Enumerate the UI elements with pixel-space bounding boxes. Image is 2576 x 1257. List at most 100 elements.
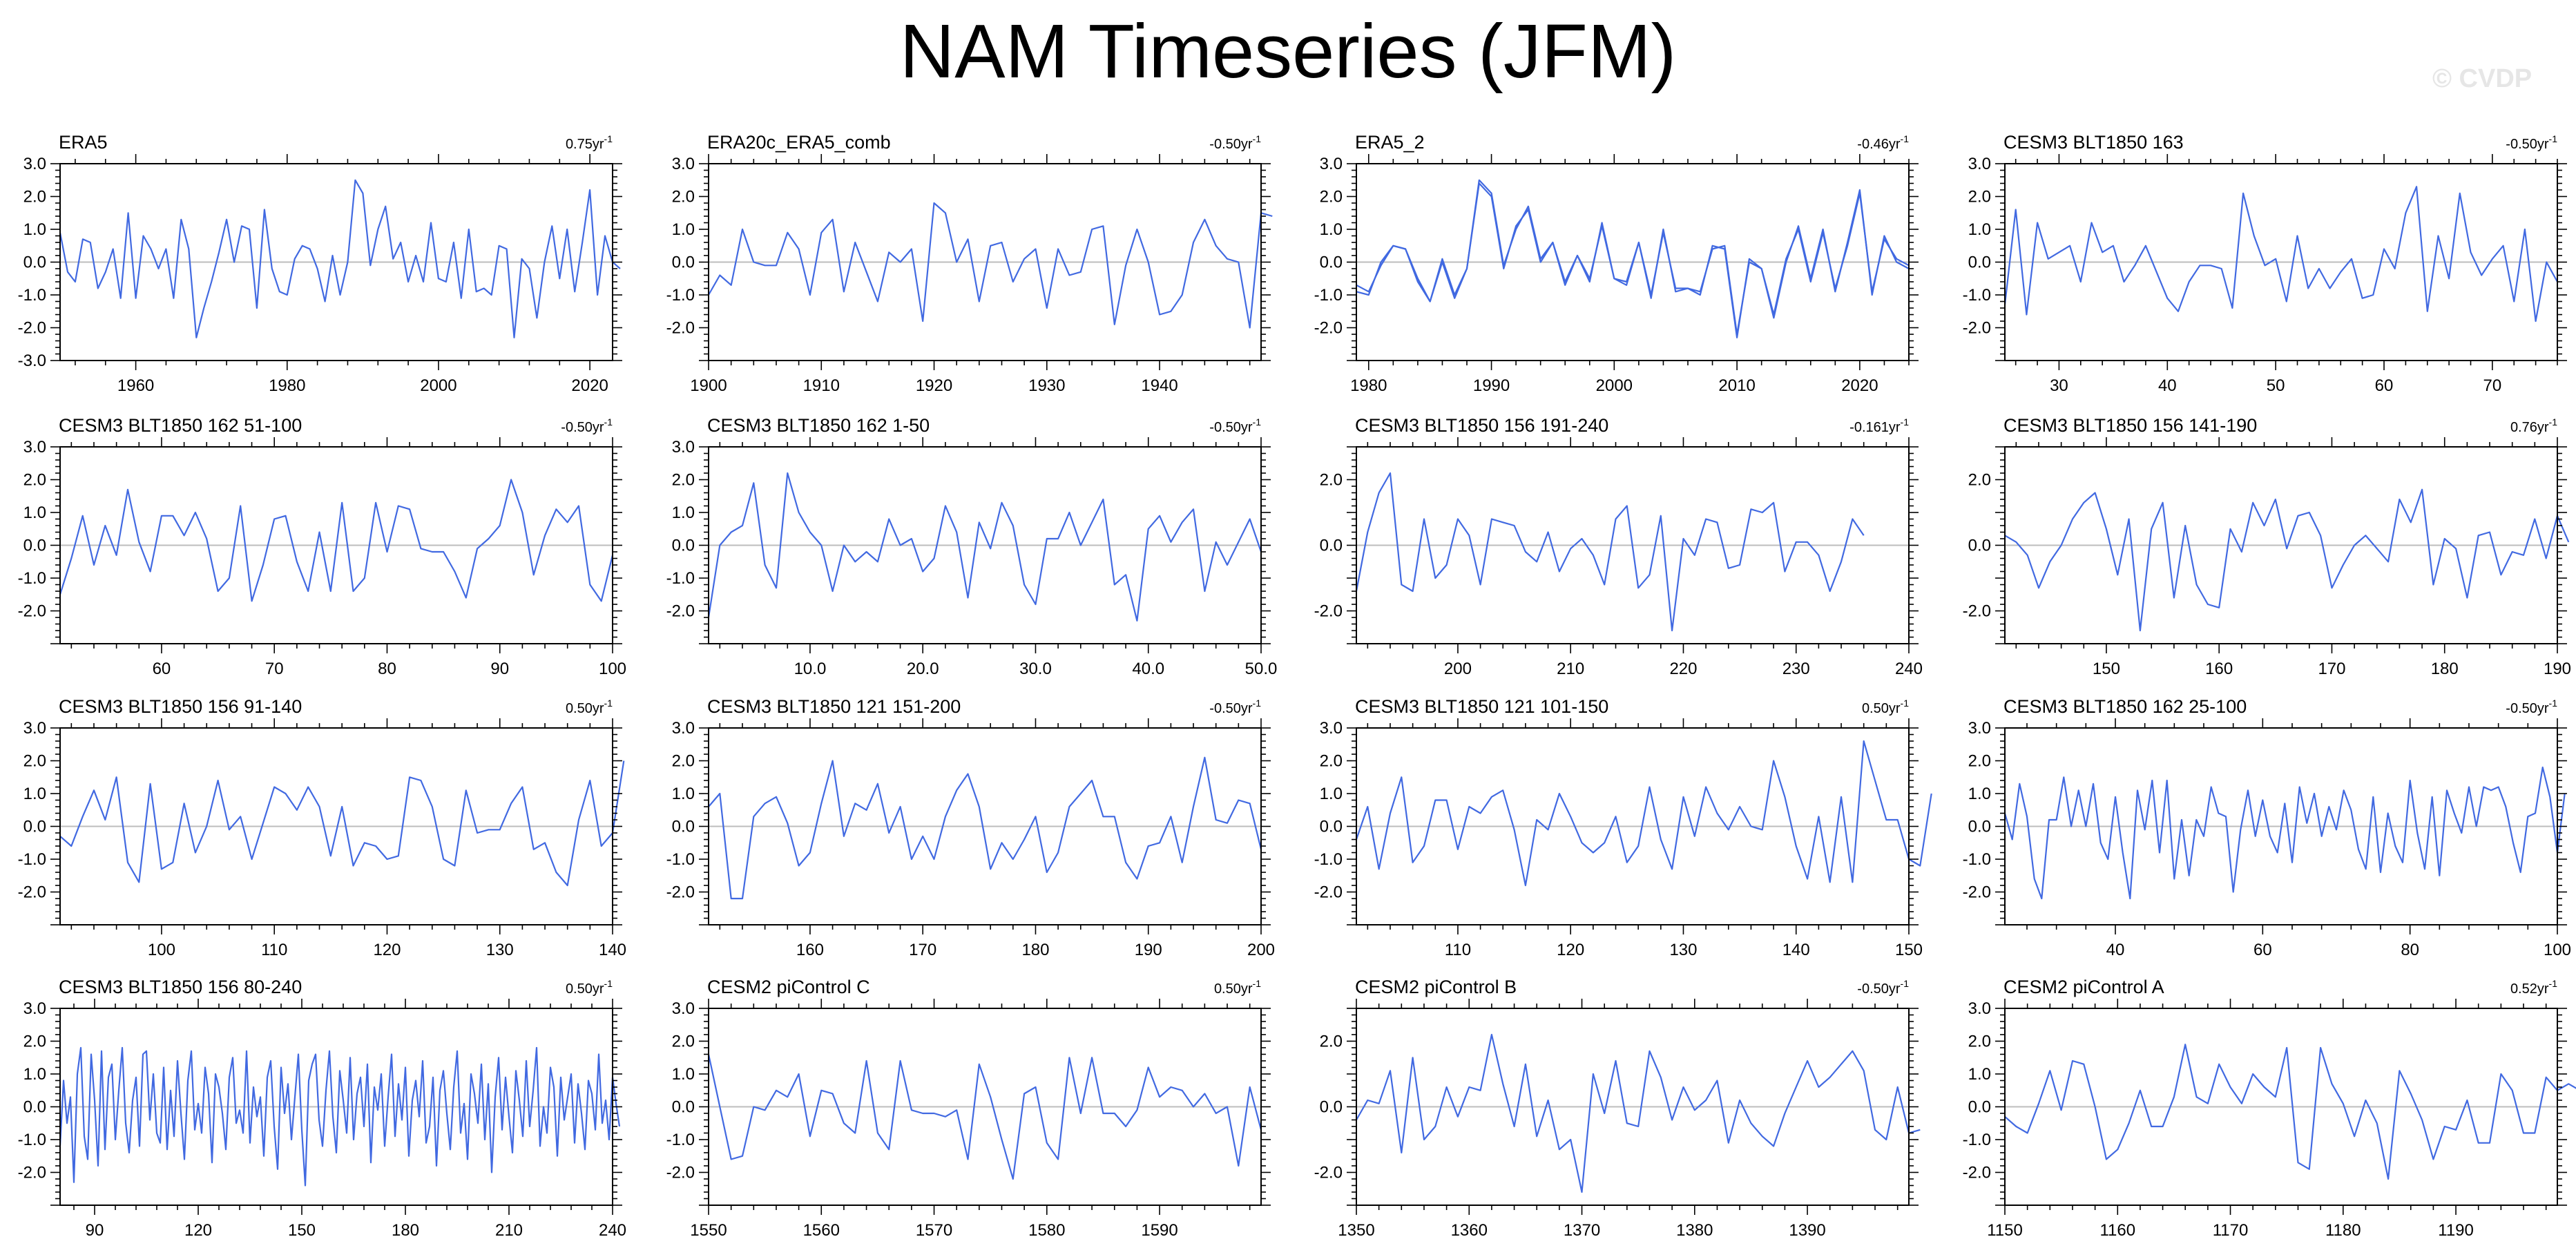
panel-title: CESM3 BLT1850 121 151-200 xyxy=(707,696,961,717)
trend-label: 0.50yr-1 xyxy=(566,698,613,716)
panel: CESM2 piControl B -0.50yr-1 -2.0 0.0 2.0 1350… xyxy=(1314,977,1921,1240)
x-tick-label: 1580 xyxy=(1028,1221,1065,1240)
trend-value: 0.50 xyxy=(566,981,593,997)
trend-exponent: -1 xyxy=(2549,698,2558,709)
page-title: NAM Timeseries (JFM) xyxy=(899,9,1677,94)
trend-value: -0.161 xyxy=(1849,420,1889,435)
trend-label: 0.75yr-1 xyxy=(566,133,613,152)
trend-label: 0.50yr-1 xyxy=(1214,978,1261,997)
y-tick-label: -1.0 xyxy=(18,850,46,869)
y-tick-label: -2.0 xyxy=(1314,602,1343,621)
y-tick-label: -2.0 xyxy=(18,602,46,621)
y-tick-label: -1.0 xyxy=(666,569,695,588)
panel-title: ERA20c_ERA5_comb xyxy=(707,132,891,153)
x-tick-label: 210 xyxy=(495,1221,523,1240)
trend-value: 0.76 xyxy=(2510,420,2537,435)
y-tick-label: 0.0 xyxy=(672,818,695,836)
trend-value: -0.50 xyxy=(561,420,593,435)
panel: ERA5_2 -0.46yr-1 -2.0 -1.0 0.0 1.0 2.0 3.0 1980 1… xyxy=(1314,132,1919,395)
x-tick-label: 1900 xyxy=(690,376,727,395)
series-line xyxy=(1356,1033,1921,1193)
y-tick-label: 3.0 xyxy=(1968,999,1991,1018)
x-tick-label: 1350 xyxy=(1338,1221,1374,1240)
y-tick-label: 2.0 xyxy=(1320,1033,1343,1051)
trend-label: -0.161yr-1 xyxy=(1849,416,1909,435)
trend-exponent: -1 xyxy=(2549,978,2558,989)
y-tick-label: 0.0 xyxy=(672,537,695,555)
y-tick-label: 2.0 xyxy=(23,1033,46,1051)
series-line xyxy=(708,756,1262,900)
x-tick-label: 1190 xyxy=(2438,1221,2474,1240)
x-tick-label: 220 xyxy=(1669,660,1697,678)
y-tick-label: 2.0 xyxy=(672,471,695,490)
y-tick-label: 3.0 xyxy=(23,155,46,173)
x-tick-label: 30.0 xyxy=(1019,660,1052,678)
trend-label: 0.50yr-1 xyxy=(566,978,613,997)
trend-exponent: -1 xyxy=(604,698,613,709)
y-tick-label: 3.0 xyxy=(1320,155,1343,173)
y-tick-label: 3.0 xyxy=(1320,719,1343,738)
trend-exponent: -1 xyxy=(1253,698,1262,709)
y-tick-label: -2.0 xyxy=(1963,319,1991,338)
y-tick-label: 1.0 xyxy=(23,503,46,522)
x-tick-label: 160 xyxy=(796,941,824,959)
trend-unit: yr xyxy=(1241,137,1253,152)
panel: CESM3 BLT1850 121 101-150 0.50yr-1 -2.0 -1.… xyxy=(1314,696,1932,959)
trend-unit: yr xyxy=(593,420,604,435)
y-tick-label: 3.0 xyxy=(23,999,46,1018)
y-tick-label: 1.0 xyxy=(672,1065,695,1084)
x-tick-label: 1170 xyxy=(2213,1221,2249,1240)
y-tick-label: 0.0 xyxy=(672,253,695,272)
trend-unit: yr xyxy=(1241,701,1253,716)
y-tick-label: -2.0 xyxy=(18,1164,46,1182)
panel-title: CESM3 BLT1850 162 25-100 xyxy=(2003,696,2247,717)
series-line xyxy=(1356,182,1910,336)
x-tick-label: 60 xyxy=(153,660,171,678)
trend-value: -0.50 xyxy=(1857,981,1889,997)
y-tick-label: -1.0 xyxy=(1314,850,1343,869)
y-tick-label: 0.0 xyxy=(1968,537,1991,555)
y-tick-label: 2.0 xyxy=(23,471,46,490)
cvdp-watermark: © CVDP xyxy=(2432,64,2532,93)
trend-value: -0.50 xyxy=(2506,137,2537,152)
x-tick-label: 1980 xyxy=(269,376,305,395)
trend-exponent: -1 xyxy=(1253,133,1262,144)
trend-value: -0.46 xyxy=(1857,137,1889,152)
y-tick-label: -3.0 xyxy=(18,352,46,370)
y-tick-label: 2.0 xyxy=(1968,1033,1991,1051)
y-tick-label: -2.0 xyxy=(1963,883,1991,902)
x-tick-label: 1920 xyxy=(916,376,952,395)
x-tick-label: 210 xyxy=(1557,660,1584,678)
y-tick-label: 3.0 xyxy=(672,438,695,457)
y-tick-label: -1.0 xyxy=(666,850,695,869)
y-tick-label: -2.0 xyxy=(1963,602,1991,621)
panel-title: CESM3 BLT1850 121 101-150 xyxy=(1355,696,1608,717)
trend-label: 0.76yr-1 xyxy=(2510,416,2557,435)
trend-exponent: -1 xyxy=(2549,133,2558,144)
series-line xyxy=(2004,488,2570,632)
x-tick-label: 1910 xyxy=(803,376,840,395)
x-tick-label: 110 xyxy=(1445,941,1471,959)
trend-exponent: -1 xyxy=(1901,416,1910,428)
series-line xyxy=(2004,1044,2576,1180)
x-tick-label: 130 xyxy=(486,941,514,959)
y-tick-label: 3.0 xyxy=(672,999,695,1018)
trend-unit: yr xyxy=(1889,701,1901,716)
trend-exponent: -1 xyxy=(1901,133,1910,144)
panel-title: ERA5_2 xyxy=(1355,132,1425,153)
x-tick-label: 50 xyxy=(2267,376,2285,395)
x-tick-label: 2020 xyxy=(571,376,608,395)
x-tick-label: 90 xyxy=(490,660,509,678)
trend-exponent: -1 xyxy=(604,133,613,144)
series-line xyxy=(1356,179,1910,338)
panel-title: CESM3 BLT1850 163 xyxy=(2003,132,2184,153)
panel: CESM3 BLT1850 163 -0.50yr-1 -2.0 -1.0 0.0 1.0… xyxy=(1963,132,2567,395)
series-line xyxy=(1355,472,1865,632)
trend-value: 0.75 xyxy=(566,137,593,152)
panel-title: CESM3 BLT1850 162 1-50 xyxy=(707,415,930,436)
x-tick-label: 10.0 xyxy=(794,660,827,678)
y-tick-label: -1.0 xyxy=(666,1131,695,1149)
x-tick-label: 130 xyxy=(1669,941,1697,959)
x-tick-label: 1390 xyxy=(1789,1221,1825,1240)
y-tick-label: 2.0 xyxy=(1968,188,1991,207)
